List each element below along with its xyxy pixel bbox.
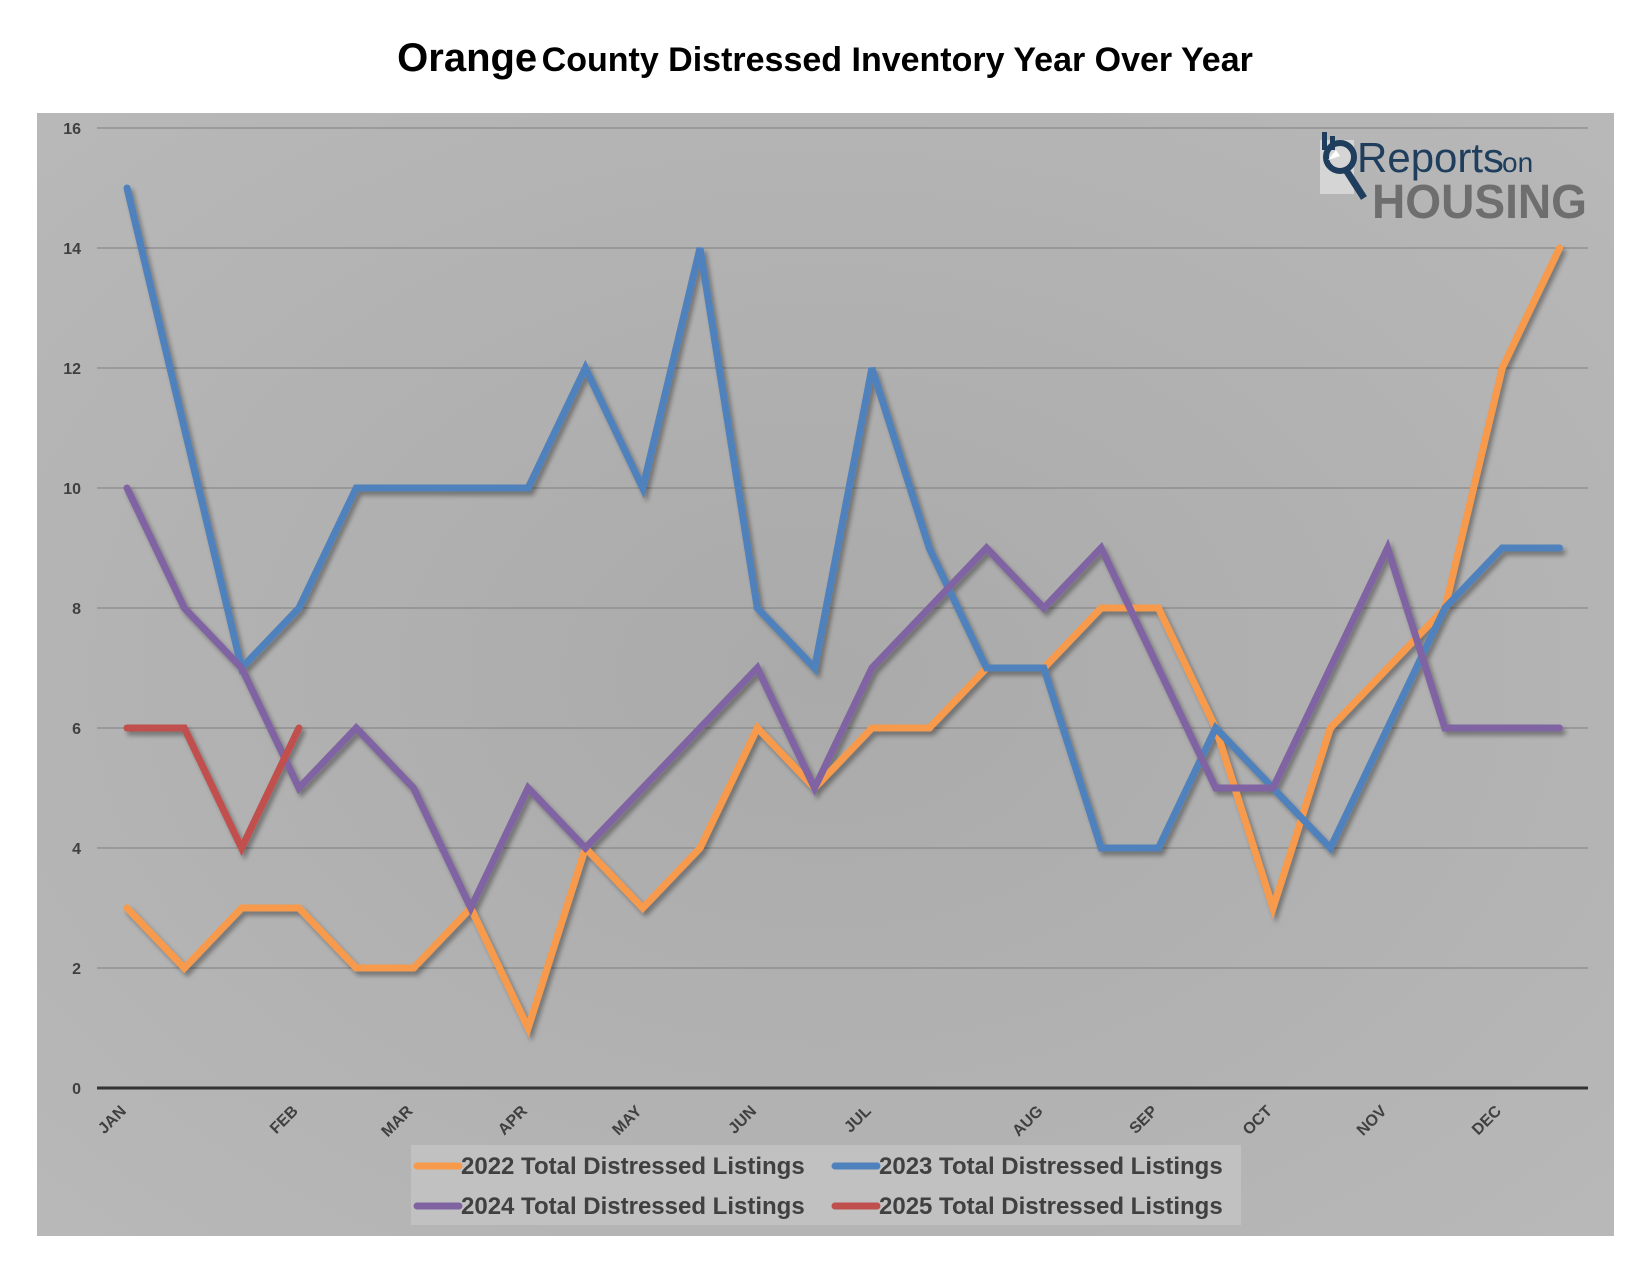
- series-line-2: [123, 184, 1563, 855]
- reports-on-housing-logo: Reports on HOUSING: [1320, 132, 1587, 229]
- y-tick-label: 12: [63, 361, 81, 378]
- series-line-1: [123, 244, 1563, 1038]
- legend-label: 2022 Total Distressed Listings: [461, 1153, 805, 1180]
- y-tick-label: 16: [63, 121, 81, 138]
- y-tick-label: 8: [72, 601, 81, 618]
- legend-background: [411, 1145, 1241, 1225]
- legend-label: 2024 Total Distressed Listings: [461, 1193, 805, 1220]
- chart-title: Orange County Distressed Inventory Year …: [0, 36, 1650, 81]
- logo-reports-text: Reports: [1357, 134, 1504, 181]
- legend: 2022 Total Distressed Listings 2023 Total…: [411, 1145, 1241, 1225]
- series-line-3: [123, 484, 1563, 917]
- series-line-4: [123, 724, 303, 857]
- plot-background: [37, 113, 1614, 1236]
- logo-housing-text: HOUSING: [1372, 176, 1587, 229]
- y-tick-label: 10: [63, 481, 81, 498]
- logo-on-text: on: [1502, 147, 1533, 178]
- y-tick-label: 4: [72, 841, 81, 858]
- y-axis: 0 2 4 6 8 10 12 14 16: [63, 121, 81, 1098]
- y-tick-label: 2: [72, 961, 81, 978]
- y-tick-label: 6: [72, 721, 81, 738]
- legend-label: 2025 Total Distressed Listings: [879, 1193, 1223, 1220]
- y-tick-label: 14: [63, 241, 81, 258]
- series-lines: [123, 184, 1563, 1038]
- legend-label: 2023 Total Distressed Listings: [879, 1153, 1223, 1180]
- chart-title-rest: County Distressed Inventory Year Over Ye…: [541, 41, 1253, 79]
- chart-title-main: Orange: [397, 36, 538, 80]
- y-tick-label: 0: [72, 1081, 81, 1098]
- magnifier-chart-icon: [1320, 132, 1367, 200]
